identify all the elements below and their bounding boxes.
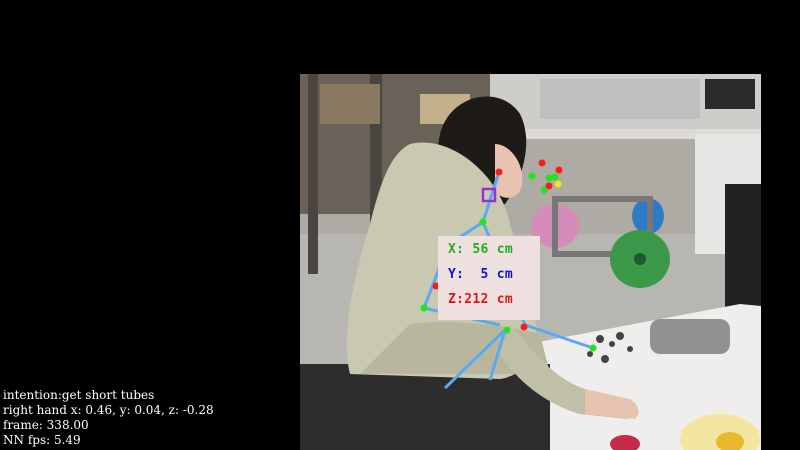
status-hud: intention:get short tubes right hand x: …: [3, 388, 214, 448]
intention-text: intention:get short tubes: [3, 388, 155, 402]
frame-counter: frame: 338.00: [3, 418, 89, 432]
fps-readout: NN fps: 5.49: [3, 433, 81, 447]
z-position-readout: Z:212 cm: [448, 292, 514, 307]
y-position-readout: Y: 5 cm: [448, 267, 514, 282]
position-readout-panel: X: 56 cm Y: 5 cm Z:212 cm: [438, 236, 540, 320]
x-position-readout: X: 56 cm: [448, 242, 514, 257]
right-hand-coords: right hand x: 0.46, y: 0.04, z: -0.28: [3, 403, 214, 417]
